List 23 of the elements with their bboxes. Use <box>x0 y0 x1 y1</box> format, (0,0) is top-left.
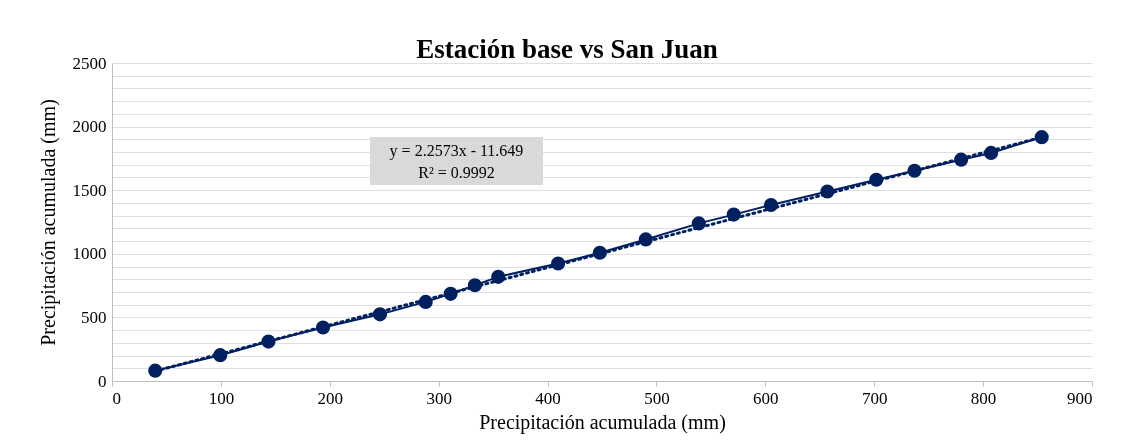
y-tick-label: 500 <box>81 307 107 327</box>
y-tick-label: 0 <box>98 371 107 391</box>
x-tick-label: 600 <box>753 388 779 408</box>
y-tick-label: 2000 <box>72 117 107 137</box>
x-axis-title: Precipitación acumulada (mm) <box>479 410 726 434</box>
x-tick-label: 500 <box>644 388 670 408</box>
x-tick-label: 800 <box>970 388 997 408</box>
x-tick-label: 300 <box>426 388 452 408</box>
x-tick-label: 0 <box>112 388 121 408</box>
x-tick-label: 700 <box>861 388 888 408</box>
x-tick-label: 200 <box>317 388 344 408</box>
y-tick-label: 2500 <box>72 53 107 73</box>
equation-box: y = 2.2573x - 11.649 R² = 0.9992 <box>370 137 543 185</box>
annotation: y = 2.2573x - 11.649 <box>388 141 525 162</box>
x-tick-label: 900 <box>1067 388 1093 408</box>
chart-title: Estación base vs San Juan <box>416 34 718 64</box>
annotation: R² = 0.9992 <box>417 163 496 183</box>
x-tick-label: 400 <box>535 388 561 408</box>
y-tick-label: 1000 <box>72 244 107 264</box>
y-axis-title: Precipitación acumulada (mm) <box>36 99 60 346</box>
x-tick-label: 100 <box>208 388 235 408</box>
y-tick-label: 1500 <box>72 180 107 200</box>
point <box>1034 130 1049 145</box>
